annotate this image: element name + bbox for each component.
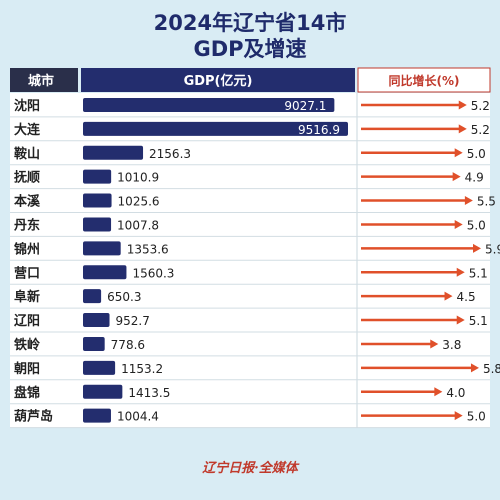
growth-arrow-head — [458, 100, 467, 110]
gdp-value-label: 952.7 — [116, 314, 150, 328]
gdp-bar — [83, 169, 112, 184]
growth-value-label: 5.8 — [483, 362, 500, 376]
gdp-bar — [83, 289, 102, 304]
growth-header-bg — [357, 67, 491, 93]
growth-value-label: 5.0 — [467, 147, 486, 161]
gdp-header: GDP(亿元) — [184, 73, 253, 89]
gdp-value-label: 9516.9 — [298, 123, 340, 137]
gdp-bar — [83, 408, 111, 423]
city-label: 抚顺 — [14, 170, 40, 186]
growth-arrow-head — [444, 291, 453, 301]
growth-arrow-head — [452, 172, 461, 182]
gdp-bar — [83, 384, 123, 399]
growth-value-label: 5.5 — [477, 195, 496, 209]
gdp-value-label: 778.6 — [111, 338, 145, 352]
growth-arrow-head — [454, 148, 463, 158]
city-label: 盘锦 — [14, 385, 40, 401]
gdp-value-label: 9027.1 — [284, 99, 326, 113]
gdp-bar — [83, 265, 127, 280]
city-label: 葫芦岛 — [14, 409, 53, 425]
growth-value-label: 4.9 — [465, 171, 484, 185]
growth-arrow-head — [454, 219, 463, 229]
gdp-value-label: 1353.6 — [127, 242, 169, 256]
table-header: 城市 GDP(亿元) 同比增长(%) — [10, 67, 491, 93]
gdp-value-label: 1025.6 — [118, 195, 160, 209]
growth-arrow-head — [456, 267, 465, 277]
growth-arrow-head — [430, 339, 439, 349]
growth-arrow-head — [470, 363, 479, 373]
gdp-bar — [83, 193, 112, 208]
city-label: 丹东 — [14, 217, 40, 233]
city-label: 阜新 — [14, 289, 40, 305]
gdp-value-label: 1010.9 — [117, 171, 159, 185]
growth-arrow-head — [464, 196, 473, 206]
city-label: 本溪 — [14, 194, 41, 210]
city-header-bg — [10, 68, 78, 92]
growth-value-label: 5.0 — [467, 410, 486, 424]
gdp-value-label: 650.3 — [107, 290, 141, 304]
gdp-header-bg — [81, 68, 355, 92]
growth-value-label: 5.1 — [469, 314, 488, 328]
footer-logo: 辽宁日报·全媒体 — [202, 461, 298, 476]
growth-arrow-head — [456, 315, 465, 325]
table-rows: 沈阳 9027.1 5.2 大连 9516.9 5.2 鞍山 2156.3 5.0 抚顺 1010.… — [13, 97, 500, 425]
city-label: 朝阳 — [14, 361, 40, 377]
gdp-bar — [83, 217, 112, 232]
growth-header: 同比增长(%) — [389, 73, 460, 88]
gdp-bar — [83, 97, 335, 112]
gdp-bar — [83, 313, 110, 328]
growth-value-label: 5.0 — [467, 218, 486, 232]
city-label: 营口 — [14, 265, 40, 281]
table-background — [10, 93, 490, 429]
city-label: 铁岭 — [13, 337, 40, 353]
growth-value-label: 5.9 — [485, 242, 500, 256]
gdp-bar — [83, 241, 121, 256]
gdp-bar — [83, 145, 144, 160]
growth-value-label: 5.2 — [471, 123, 490, 137]
gdp-bar — [83, 336, 105, 351]
gdp-value-label: 1560.3 — [132, 266, 174, 280]
gdp-value-label: 1153.2 — [121, 362, 163, 376]
city-label: 沈阳 — [14, 98, 40, 114]
city-label: 鞍山 — [14, 146, 40, 162]
gdp-value-label: 1004.4 — [117, 410, 159, 424]
gdp-bar — [83, 121, 348, 136]
city-label: 锦州 — [14, 241, 40, 257]
city-label: 辽阳 — [14, 314, 40, 329]
chart-title-line2: GDP及增速 — [193, 37, 307, 61]
city-label: 大连 — [14, 122, 41, 138]
growth-arrow-head — [434, 387, 443, 397]
chart-title-line1: 2024年辽宁省14市 — [153, 11, 347, 35]
city-header: 城市 — [28, 73, 54, 89]
growth-value-label: 3.8 — [442, 338, 461, 352]
growth-value-label: 4.0 — [446, 386, 465, 400]
growth-arrow-head — [454, 411, 463, 421]
growth-value-label: 4.5 — [457, 290, 476, 304]
growth-value-label: 5.1 — [469, 266, 488, 280]
gdp-value-label: 1007.8 — [117, 218, 159, 232]
growth-arrow-head — [473, 243, 481, 253]
gdp-value-label: 2156.3 — [149, 147, 191, 161]
gdp-value-label: 1413.5 — [128, 386, 170, 400]
gdp-bar — [83, 360, 116, 375]
growth-arrow-head — [458, 124, 467, 134]
growth-value-label: 5.2 — [471, 99, 490, 113]
